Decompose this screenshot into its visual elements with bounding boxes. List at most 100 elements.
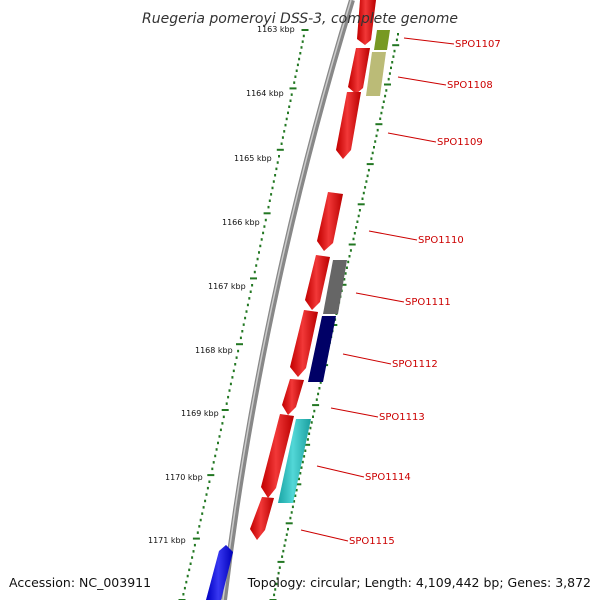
scale-dot <box>183 586 186 590</box>
scale-dot <box>390 66 392 70</box>
gene-label-spo1109: SPO1109 <box>437 137 483 148</box>
scale-dot <box>251 284 254 287</box>
scale-dot <box>275 582 278 586</box>
cds-arrow <box>305 255 330 310</box>
scale-major-tick <box>250 277 257 280</box>
scale-major-tick <box>277 560 285 563</box>
scale-dot <box>349 249 352 252</box>
gene-label-spo1108: SPO1108 <box>447 80 493 91</box>
scale-dot <box>270 193 273 196</box>
scale-dot <box>299 472 302 475</box>
cds-arrow <box>290 310 318 377</box>
scale-dot <box>237 349 240 353</box>
genome-backbone-highlight <box>222 0 352 600</box>
kbp-tick-label: 1167 kbp <box>208 282 246 291</box>
scale-dot <box>188 568 191 572</box>
feature-khaki <box>366 52 386 96</box>
scale-major-tick <box>289 87 297 90</box>
scale-dot <box>319 381 322 384</box>
gene-label-spo1107: SPO1107 <box>455 39 501 50</box>
scale-dot <box>201 512 204 515</box>
gene-callout-lines <box>300 37 455 542</box>
scale-dot <box>301 40 304 43</box>
scale-dot <box>206 486 209 490</box>
scale-major-tick <box>301 29 309 31</box>
map-title: Ruegeria pomeroyi DSS-3, complete genome <box>142 11 458 27</box>
scale-dot <box>276 161 279 164</box>
scale-dot <box>295 488 298 492</box>
scale-dot <box>277 571 280 575</box>
scale-dot <box>309 426 312 430</box>
scale-dot <box>284 538 287 542</box>
scale-dot <box>361 197 364 200</box>
scale-dot <box>259 244 262 248</box>
scale-dot <box>306 438 309 441</box>
scale-dot <box>366 174 369 178</box>
scale-dot <box>225 402 228 405</box>
scale-dot <box>211 467 214 471</box>
scale-dot <box>382 100 385 103</box>
scale-dot <box>384 94 387 98</box>
gene-label-spo1113: SPO1113 <box>379 412 425 423</box>
scale-dot <box>376 128 379 132</box>
kbp-tick-label: 1164 kbp <box>246 89 284 98</box>
scale-dot <box>245 310 248 313</box>
scale-dot <box>312 415 314 418</box>
scale-dot <box>256 257 259 261</box>
scale-major-tick <box>357 203 365 206</box>
kbp-tick-label: 1166 kbp <box>222 218 260 227</box>
scale-dot <box>371 151 374 155</box>
scale-dot <box>294 494 297 497</box>
scale-dot <box>186 574 189 578</box>
kbp-tick-label: 1165 kbp <box>234 154 272 163</box>
scale-dot <box>214 454 217 458</box>
scale-major-tick <box>366 163 374 166</box>
scale-dot <box>208 480 211 483</box>
kbp-tick-label: 1168 kbp <box>195 346 233 355</box>
scale-dot <box>215 448 218 451</box>
scale-dot <box>278 155 280 158</box>
scale-dot <box>281 555 284 558</box>
scale-dot <box>287 111 289 115</box>
scale-dot <box>356 220 359 223</box>
scale-dot <box>370 157 373 160</box>
scale-dot <box>249 290 252 293</box>
scale-dot <box>263 225 266 228</box>
scale-dot <box>244 316 247 320</box>
scale-dot <box>202 506 205 509</box>
scale-dot <box>198 525 201 528</box>
scale-dot <box>315 398 318 401</box>
scale-dot <box>381 106 384 109</box>
scale-dot <box>227 395 230 399</box>
scale-dot <box>205 493 208 496</box>
scale-major-tick <box>236 343 243 346</box>
scale-dot <box>281 136 284 139</box>
scale-dot <box>185 580 188 584</box>
scale-dot <box>239 336 242 340</box>
scale-dot <box>283 130 286 133</box>
scale-dot <box>295 69 298 72</box>
scale-dot <box>299 52 302 55</box>
cds-arrow-blue <box>206 545 233 600</box>
scale-dot <box>241 330 244 333</box>
scale-dot <box>192 550 195 553</box>
scale-major-tick <box>312 404 320 407</box>
scale-dot <box>288 105 291 108</box>
scale-major-tick <box>392 44 400 47</box>
scale-dot <box>274 588 277 591</box>
scale-dot <box>293 81 296 84</box>
gene-label-spo1114: SPO1114 <box>365 472 411 483</box>
scale-dot <box>397 33 399 36</box>
scale-dot <box>380 111 383 115</box>
scale-dot <box>296 63 299 67</box>
scale-dot <box>358 209 361 212</box>
scale-major-tick <box>384 83 391 86</box>
scale-dot <box>289 99 292 102</box>
gene-label-spo1112: SPO1112 <box>392 359 438 370</box>
kbp-tick-label: 1163 kbp <box>257 25 295 34</box>
scale-dot <box>391 61 394 64</box>
scale-dot <box>272 180 275 183</box>
scale-dot <box>344 272 347 275</box>
scale-dot <box>298 477 300 481</box>
